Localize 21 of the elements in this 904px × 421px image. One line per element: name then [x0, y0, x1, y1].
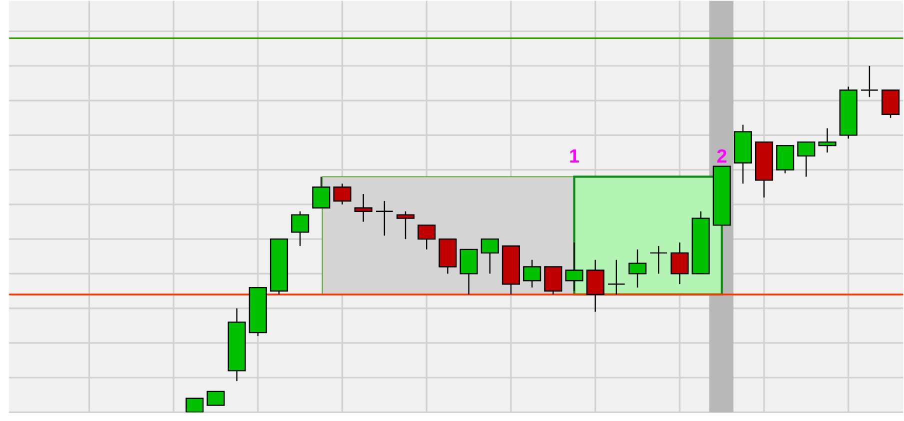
candlestick: [206, 390, 225, 406]
candlestick: [670, 242, 689, 285]
candlestick: [291, 210, 310, 246]
annotation: 2: [717, 149, 726, 162]
candlestick: [333, 182, 352, 205]
candlestick: [418, 224, 436, 250]
candlestick: [523, 259, 542, 288]
candlestick: [354, 193, 372, 222]
candlestick: [818, 128, 836, 153]
candlestick: [797, 141, 816, 178]
candlestick: [375, 200, 394, 236]
candlestick: [565, 242, 584, 292]
candlestick: [860, 65, 878, 98]
annotation: 1: [570, 149, 579, 162]
candlestick: [607, 259, 626, 295]
candlestick: [650, 245, 668, 274]
candlestick: [396, 210, 415, 240]
candlestick: [186, 398, 204, 412]
candlestick: [312, 176, 330, 208]
candlestick: [480, 238, 499, 274]
candlestick: [628, 248, 647, 288]
